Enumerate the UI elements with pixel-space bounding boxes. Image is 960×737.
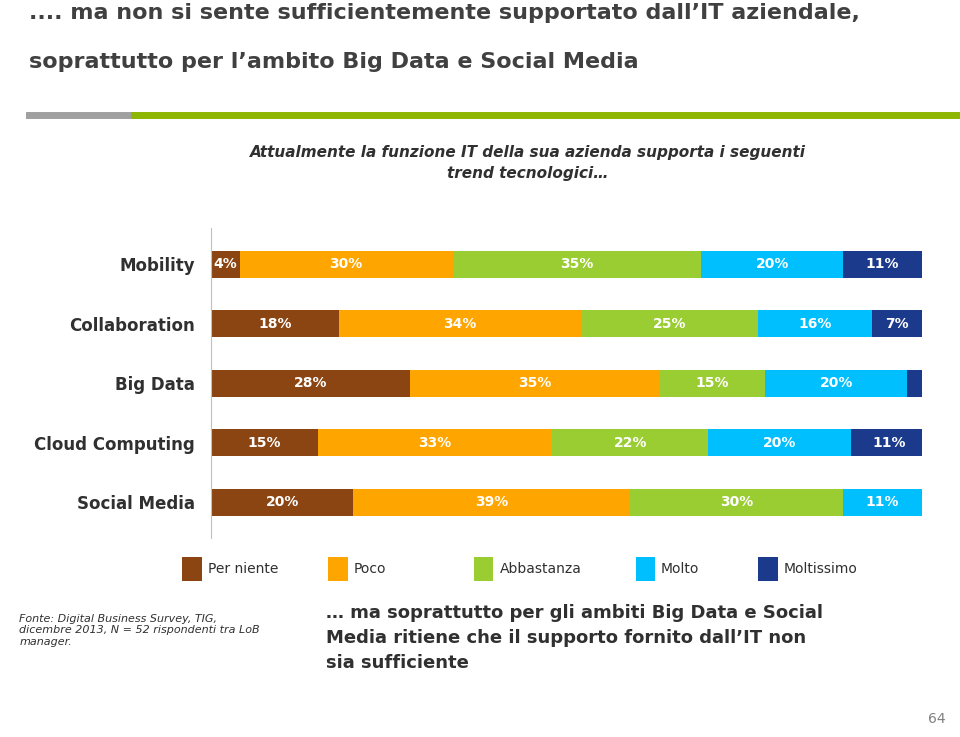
Text: .... ma non si sente sufficientemente supportato dall’IT aziendale,: .... ma non si sente sufficientemente su… [29,3,859,23]
Bar [211,489,353,516]
Text: Poco: Poco [353,562,386,576]
Text: 25%: 25% [653,317,686,331]
Bar [765,370,907,397]
Bar [758,557,778,581]
Bar [211,310,339,337]
Text: 20%: 20% [820,377,853,390]
Text: 28%: 28% [294,377,327,390]
Bar [581,310,758,337]
Bar [844,489,922,516]
Text: 64: 64 [928,712,946,726]
Bar [844,251,922,278]
Text: 7%: 7% [885,317,908,331]
Bar [240,251,453,278]
Bar [453,251,702,278]
Text: … ma soprattutto per gli ambiti Big Data e Social
Media ritiene che il supporto : … ma soprattutto per gli ambiti Big Data… [326,604,824,672]
Bar [339,310,581,337]
Bar [636,557,655,581]
Bar [410,370,659,397]
Bar [758,310,872,337]
Bar [328,557,348,581]
Text: 30%: 30% [720,495,754,509]
Bar [631,489,844,516]
Text: 35%: 35% [517,377,551,390]
Text: 34%: 34% [444,317,476,331]
Bar [211,370,410,397]
Text: 30%: 30% [329,257,363,271]
Text: 15%: 15% [695,377,729,390]
Text: Per niente: Per niente [207,562,278,576]
Text: 11%: 11% [873,436,906,450]
Text: 20%: 20% [266,495,299,509]
Bar [211,251,240,278]
Text: 39%: 39% [475,495,509,509]
Bar [907,370,922,397]
Bar [851,430,928,456]
Text: 11%: 11% [866,257,900,271]
Text: Moltissimo: Moltissimo [783,562,857,576]
Bar [182,557,202,581]
Text: 35%: 35% [561,257,593,271]
Text: 18%: 18% [258,317,292,331]
Text: Attualmente la funzione IT della sua azienda supporta i seguenti
trend tecnologi: Attualmente la funzione IT della sua azi… [250,145,806,181]
Text: Abbastanza: Abbastanza [499,562,582,576]
Text: 20%: 20% [756,257,789,271]
Text: 15%: 15% [248,436,281,450]
Text: Fonte: Digital Business Survey, TIG,
dicembre 2013, N = 52 rispondenti tra LoB
m: Fonte: Digital Business Survey, TIG, dic… [19,614,260,647]
Bar [474,557,493,581]
Text: 22%: 22% [613,436,647,450]
Bar [353,489,631,516]
Bar [659,370,765,397]
Text: 33%: 33% [419,436,451,450]
Bar [872,310,922,337]
Bar [708,430,851,456]
Bar [318,430,552,456]
Bar [702,251,844,278]
Text: 16%: 16% [799,317,831,331]
Text: soprattutto per l’ambito Big Data e Social Media: soprattutto per l’ambito Big Data e Soci… [29,52,638,71]
Text: 11%: 11% [866,495,900,509]
Bar [552,430,708,456]
Text: Molto: Molto [660,562,699,576]
Bar [211,430,318,456]
Text: 4%: 4% [213,257,237,271]
Text: 20%: 20% [763,436,796,450]
